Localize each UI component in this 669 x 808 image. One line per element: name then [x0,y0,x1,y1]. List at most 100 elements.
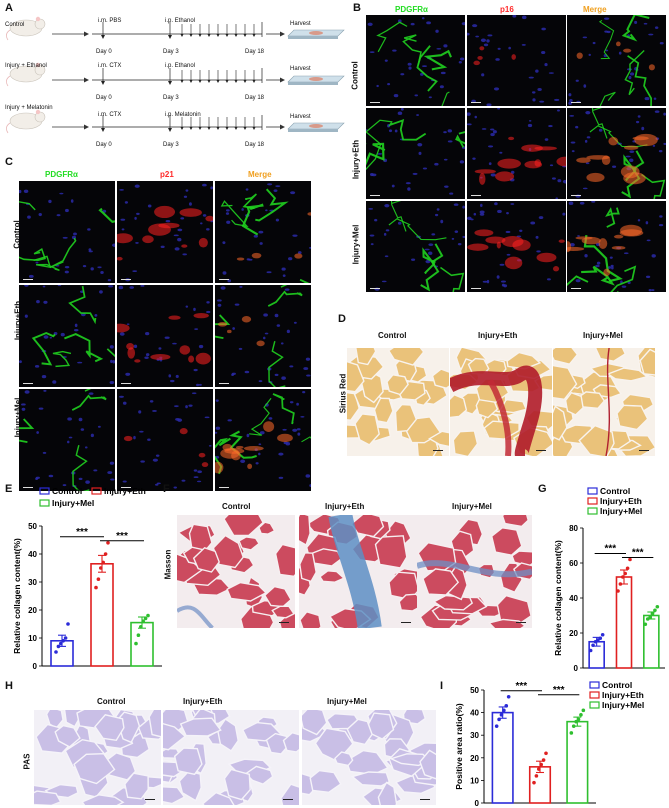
col-header-control-d: Control [378,331,407,340]
masson-image-1 [299,515,417,628]
day0-eth: Day 0 [96,95,112,101]
significance-stars: *** [553,685,565,696]
day18-eth: Day 18 [245,95,265,101]
data-point [581,708,586,713]
legend-swatch [587,497,598,505]
data-point [506,694,511,699]
micrograph-b-r0-c2 [567,15,666,106]
significance-stars: *** [515,681,527,692]
row-label-control-b: Control [350,61,360,90]
data-point [94,585,98,590]
legend-swatch [39,499,50,507]
y-tick-label: 60 [569,559,578,568]
arrow-head [280,124,285,130]
panel-label-a: A [5,2,13,14]
scale-bar [219,279,229,280]
daily-injection-arrow-head [189,127,193,130]
col-header-p21: p21 [160,170,174,179]
legend-swatch [587,507,598,515]
y-tick-label: 40 [470,709,479,718]
micrograph-b-r1-c0 [366,108,465,199]
micrograph-b-r0-c0 [366,15,465,106]
day3-eth: Day 3 [163,95,179,101]
y-tick-label: 30 [28,578,37,587]
data-point [574,719,578,724]
micrograph-c-r2-c1 [117,389,213,491]
daily-injection-arrow-head [207,127,211,130]
data-point [146,613,150,618]
data-point [576,717,581,722]
legend-label: Control [52,486,82,496]
group-eth-label: Injury + Ethanol [5,63,47,69]
pas-image-1 [163,710,299,805]
significance-stars: *** [116,531,128,542]
data-point [139,625,143,629]
chart-e: 0 10 20 30 40 50 Relative collagen content(%) *… [12,486,162,671]
injection-arrow-head [168,128,172,132]
daily-injection-arrow-head [225,80,229,83]
legend-label: Injury+Eth [600,496,642,506]
day18-mel: Day 18 [245,142,265,148]
panel-label-d: D [338,313,346,325]
daily-injection-arrow-head [216,34,220,37]
y-tick-label: 20 [569,629,578,638]
scale-bar [639,450,649,451]
group-control-label: Control [5,22,25,28]
significance-stars: *** [632,548,644,559]
daily-injection-arrow-head [180,127,184,130]
scale-bar [420,799,430,800]
micrograph-b-r0-c1 [467,15,566,106]
data-point [650,611,655,616]
step1-eth: i.m. CTX [98,63,122,69]
daily-injection-arrow-head [198,127,202,130]
slide-icon [287,122,345,132]
micrograph-b-r1-c2 [567,108,666,199]
micrograph-c-r1-c1 [117,285,213,387]
daily-injection-arrow-head [243,34,247,37]
y-tick-label: 20 [470,754,479,763]
scale-bar [23,487,33,488]
panel-label-i: I [440,680,444,692]
y-tick-label: 0 [33,662,38,671]
daily-injection-arrow-head [180,80,184,83]
data-point [539,762,543,767]
sirius-red-image-2 [553,348,655,456]
data-point [96,577,101,581]
sirius-red-image-1 [450,348,552,456]
daily-injection-arrow-head [252,127,256,130]
daily-injection-arrow-head [243,127,247,130]
group-mel-label: Injury + Melatonin [5,105,53,111]
row-label-eth-b: Injury+Eth [351,139,361,180]
data-point [655,604,660,609]
micrograph-c-r0-c2 [215,181,311,283]
row-label-pas: PAS [22,753,32,770]
daily-injection-arrow-head [225,127,229,130]
legend-label: Control [602,680,632,690]
data-point [534,774,539,778]
data-point [628,557,632,562]
y-axis-label: Relative collagen content(%) [12,538,22,654]
y-tick-label: 40 [28,550,37,559]
y-tick-label: 80 [569,524,578,533]
step2-mel: i.p. Melatonin [165,112,201,118]
arrow-head [280,77,285,83]
arrow-head [84,31,89,37]
data-point [61,639,65,643]
step2-eth: i.p. Ethanol [165,63,196,69]
scale-bar [370,102,380,103]
pas-image-0 [34,710,161,805]
panel-label-e: E [5,483,13,495]
micrograph-c-r2-c0 [19,389,115,491]
arrow-head [84,77,89,83]
injection-arrow-head [101,35,105,39]
daily-injection-arrow-head [225,34,229,37]
arrow-head [84,124,89,130]
arrow-head [280,31,285,37]
day3-control: Day 3 [163,49,179,55]
sirius-red-image-0 [347,348,449,456]
scale-bar [471,102,481,103]
data-point [571,724,576,728]
day0-mel: Day 0 [96,142,112,148]
data-point [588,648,593,653]
bar-injury-mel [130,621,154,667]
